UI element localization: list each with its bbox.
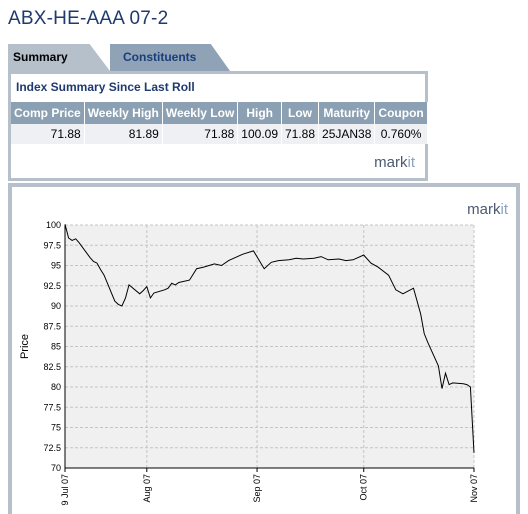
column-header-coupon: Coupon [374, 102, 428, 124]
y-tick-label: 80 [51, 382, 61, 392]
x-tick-label: Oct 07 [359, 474, 369, 501]
price-series-line [64, 224, 475, 453]
y-tick-label: 82.5 [43, 362, 61, 372]
x-tick-label: Aug 07 [142, 474, 152, 503]
y-tick-label: 72.5 [43, 443, 61, 453]
summary-heading: Index Summary Since Last Roll [16, 80, 195, 94]
column-header-comp-price: Comp Price [11, 102, 85, 124]
y-tick-label: 70 [51, 463, 61, 473]
cell-coupon: 0.760% [374, 124, 428, 144]
page-title: ABX-HE-AAA 07-2 [8, 8, 169, 29]
column-header-low: Low [281, 102, 320, 124]
y-tick-label: 87.5 [43, 321, 61, 331]
y-tick-label: 97.5 [43, 240, 61, 250]
summary-header-row: Comp Price Weekly High Weekly Low High L… [11, 102, 428, 124]
x-tick-label: Sep 07 [252, 474, 262, 503]
column-header-weekly-low: Weekly Low [162, 102, 239, 124]
summary-table: Comp Price Weekly High Weekly Low High L… [11, 102, 428, 144]
summary-panel: Index Summary Since Last Roll Comp Price… [8, 71, 428, 181]
cell-high: 100.09 [237, 124, 282, 144]
cell-low: 71.88 [281, 124, 320, 144]
cell-maturity: 25JAN38 [318, 124, 376, 144]
y-axis-label: Price [19, 334, 31, 359]
y-tick-label: 92.5 [43, 281, 61, 291]
y-tick-label: 77.5 [43, 402, 61, 412]
x-tick-label: Nov 07 [469, 474, 479, 503]
chart-area: markit 70 72.5 75 77.5 80 82.5 85 87.5 90 92.5 95 9… [12, 187, 516, 514]
tab-constituents[interactable]: Constituents [110, 44, 230, 71]
y-tick-label: 85 [51, 342, 61, 352]
tab-summary[interactable]: Summary [8, 44, 110, 71]
column-header-high: High [237, 102, 282, 124]
cell-weekly-low: 71.88 [162, 124, 239, 144]
x-tick-label: 9 Jul 07 [60, 474, 70, 506]
chart-panel: markit 70 72.5 75 77.5 80 82.5 85 87.5 90 92.5 95 9… [8, 183, 520, 514]
table-row: 71.88 81.89 71.88 100.09 71.88 25JAN38 0… [11, 124, 428, 144]
cell-weekly-high: 81.89 [84, 124, 163, 144]
price-chart: 70 72.5 75 77.5 80 82.5 85 87.5 90 92.5 95 97.5 100 9… [19, 220, 479, 506]
y-tick-label: 90 [51, 301, 61, 311]
markit-logo-chart: markit [467, 201, 508, 218]
y-tick-label: 100 [46, 220, 61, 230]
markit-logo: markit [374, 154, 415, 171]
y-tick-label: 95 [51, 261, 61, 271]
y-tick-label: 75 [51, 423, 61, 433]
column-header-weekly-high: Weekly High [84, 102, 163, 124]
cell-comp-price: 71.88 [11, 124, 85, 144]
column-header-maturity: Maturity [318, 102, 376, 124]
tab-bar: Summary Constituents [8, 44, 528, 71]
